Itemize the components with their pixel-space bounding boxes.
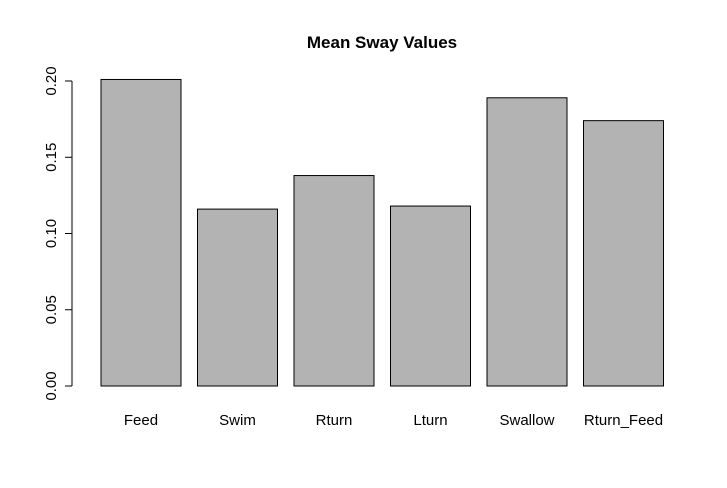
y-axis: 0.00 0.05 0.10 0.15 0.20 bbox=[43, 66, 73, 401]
x-category-label: Swim bbox=[219, 412, 256, 429]
y-tick-label: 0.20 bbox=[43, 66, 60, 95]
bar-rturn-feed bbox=[583, 120, 664, 387]
x-category-label: Feed bbox=[124, 412, 158, 429]
chart-title: Mean Sway Values bbox=[307, 33, 457, 52]
bar-feed bbox=[100, 78, 182, 387]
bar-lturn bbox=[390, 205, 471, 387]
bar-swim bbox=[197, 208, 278, 387]
x-category-label: Rturn_Feed bbox=[584, 412, 663, 429]
y-tick-label: 0.05 bbox=[43, 295, 60, 324]
x-axis-labels: Feed Swim Rturn Lturn Swallow Rturn_Feed bbox=[124, 412, 663, 429]
x-category-label: Swallow bbox=[499, 412, 554, 429]
bars-group bbox=[100, 78, 664, 387]
y-tick-label: 0.10 bbox=[43, 219, 60, 248]
bar-swallow bbox=[486, 97, 568, 387]
y-tick-label: 0.15 bbox=[43, 143, 60, 172]
x-category-label: Lturn bbox=[413, 412, 447, 429]
y-tick-label: 0.00 bbox=[43, 371, 60, 400]
bar-rturn bbox=[293, 175, 375, 387]
x-category-label: Rturn bbox=[316, 412, 353, 429]
